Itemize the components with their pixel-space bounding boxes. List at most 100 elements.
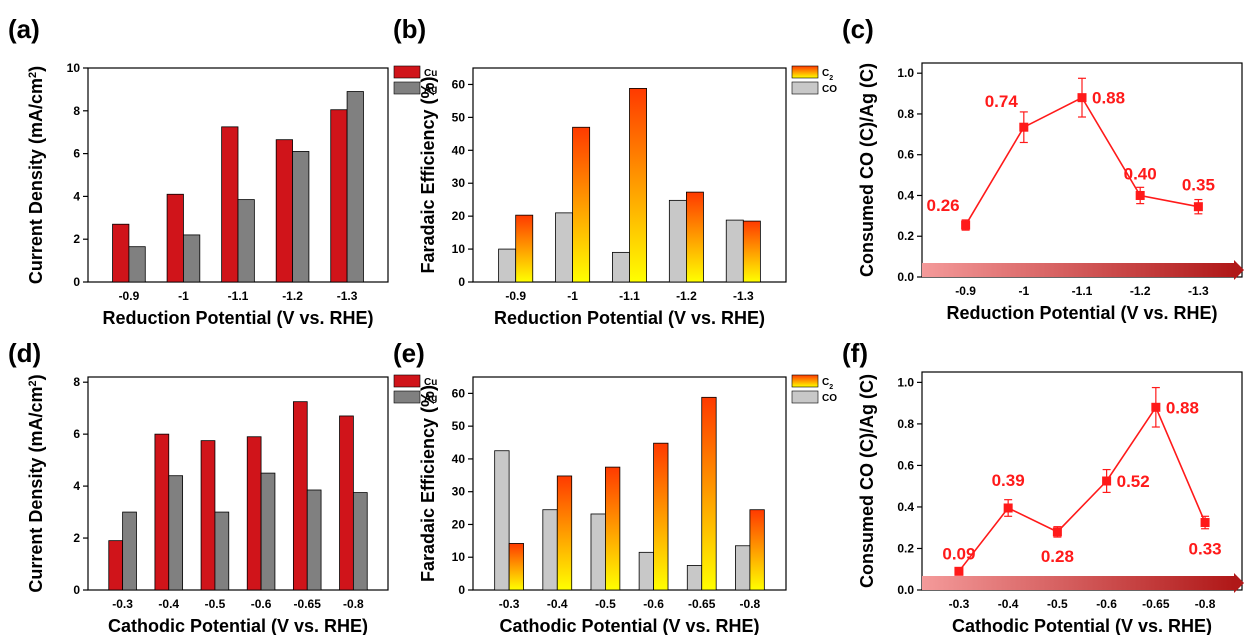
x-tick-label: -1.3 [337, 289, 358, 303]
legend-swatch [791, 374, 819, 388]
y-axis-title: Faradaic Efficiency (%) [418, 76, 438, 273]
bar-c2 [629, 88, 647, 283]
gradient-arrow-head [1234, 573, 1244, 593]
data-point [1052, 527, 1062, 537]
y-axis-title: Current Density (mA/cm2) [26, 66, 46, 284]
legend-c2-sub: 2 [829, 75, 833, 82]
x-tick-label: -0.3 [949, 597, 970, 611]
bar-ag [168, 475, 184, 591]
legend-swatch [393, 390, 421, 404]
bar-cu [200, 440, 216, 591]
x-tick-label: -1.2 [676, 289, 697, 303]
y-tick-label: 0 [458, 583, 465, 597]
panel-e: (e) 0 10 20 30 40 50 60 -0.3 -0.4 -0.5 -0.6 -0.65 -0.… [393, 338, 837, 635]
legend-label-c2: C2 [822, 377, 833, 391]
gradient-arrow-head [1234, 260, 1244, 280]
y-tick-label: 0 [458, 275, 465, 289]
y-tick-label: 0 [73, 583, 80, 597]
data-point [1077, 93, 1087, 103]
bar-ag [292, 151, 310, 283]
bar-ag [346, 91, 364, 283]
bar-ag [260, 472, 276, 591]
y-tick-label: 0.4 [897, 188, 914, 202]
legend-label-co: CO [822, 393, 837, 404]
x-tick-label: -1.3 [1188, 284, 1209, 298]
legend-label-co: CO [822, 84, 837, 95]
x-tick-label: -0.4 [998, 597, 1019, 611]
data-point [1193, 202, 1203, 212]
y-tick-label: 8 [73, 104, 80, 118]
x-tick-label: -0.6 [643, 597, 664, 611]
y-tick-label: 6 [73, 147, 80, 161]
panel-letter: (d) [8, 338, 41, 368]
y-tick-label: 0.2 [897, 229, 914, 243]
bar-cu [166, 193, 184, 283]
x-axis-title: Cathodic Potential (V vs. RHE) [499, 616, 759, 635]
x-tick-label: -0.65 [1142, 597, 1170, 611]
bar-co [668, 199, 687, 283]
plot-frame [87, 376, 389, 591]
data-point [954, 566, 964, 576]
bar-cu [330, 109, 348, 283]
legend-swatch [393, 374, 421, 388]
bar-cu [292, 401, 308, 591]
legend-label: Ag [424, 84, 437, 95]
y-axis-title-sup: 2 [27, 72, 39, 78]
panel-letter: (f) [842, 338, 868, 368]
x-tick-label: -0.6 [1096, 597, 1117, 611]
x-axis-title: Reduction Potential (V vs. RHE) [102, 308, 373, 328]
bar-c2 [515, 214, 534, 283]
x-tick-label: -0.9 [119, 289, 140, 303]
bar-co [494, 450, 510, 591]
y-tick-label: 10 [452, 550, 466, 564]
x-tick-label: -0.4 [158, 597, 179, 611]
legend-c2-main: C [822, 68, 829, 79]
x-tick-label: -1.2 [282, 289, 303, 303]
bar-ag [128, 246, 146, 283]
bar-cu [221, 126, 239, 283]
data-label: 0.35 [1182, 176, 1215, 195]
panel-letter: (e) [393, 338, 425, 368]
x-axis-title: Cathodic Potential (V vs. RHE) [952, 616, 1212, 635]
x-tick-label: -1 [567, 289, 578, 303]
y-tick-label: 0.2 [897, 541, 914, 555]
bar-ag [122, 511, 137, 591]
y-axis-title-sup: 2 [27, 380, 39, 386]
y-tick-label: 40 [452, 452, 466, 466]
bar-co [555, 212, 573, 283]
x-tick-label: -0.8 [1195, 597, 1216, 611]
y-tick-label: 0.8 [897, 417, 914, 431]
legend-label: Cu [424, 377, 437, 388]
legend-swatch [393, 81, 421, 95]
bar-co [725, 219, 744, 283]
y-tick-label: 0.6 [897, 458, 914, 472]
data-point [1019, 122, 1029, 132]
x-tick-label: -1.3 [733, 289, 754, 303]
bar-c2 [653, 442, 669, 591]
y-tick-label: 8 [73, 375, 80, 389]
y-tick-label: 4 [73, 189, 80, 203]
y-tick-label: 0.4 [897, 500, 914, 514]
bar-co [686, 565, 703, 591]
y-tick-label: 1.0 [897, 375, 914, 389]
y-tick-label: 4 [73, 479, 80, 493]
bar-cu [108, 540, 124, 591]
x-tick-label: -0.9 [955, 284, 976, 298]
bar-cu [339, 415, 354, 591]
x-tick-label: -0.4 [547, 597, 568, 611]
bar-ag [237, 199, 255, 283]
bar-c2 [508, 543, 524, 591]
panel-a: (a) 0 2 4 6 8 10 -0.9 -1 -1.1 -1.2 -1.3 Reduction Po… [8, 14, 437, 328]
bar-c2 [686, 191, 704, 283]
x-tick-label: -0.9 [505, 289, 526, 303]
y-tick-label: 6 [73, 427, 80, 441]
x-tick-label: -0.8 [343, 597, 364, 611]
panel-letter: (c) [842, 14, 874, 44]
bar-ag [352, 492, 368, 591]
data-label: 0.52 [1117, 472, 1150, 491]
y-tick-label: 30 [452, 176, 466, 190]
x-tick-label: -0.3 [112, 597, 133, 611]
data-point [1003, 503, 1013, 513]
data-point [961, 220, 971, 230]
x-tick-label: -0.65 [294, 597, 322, 611]
